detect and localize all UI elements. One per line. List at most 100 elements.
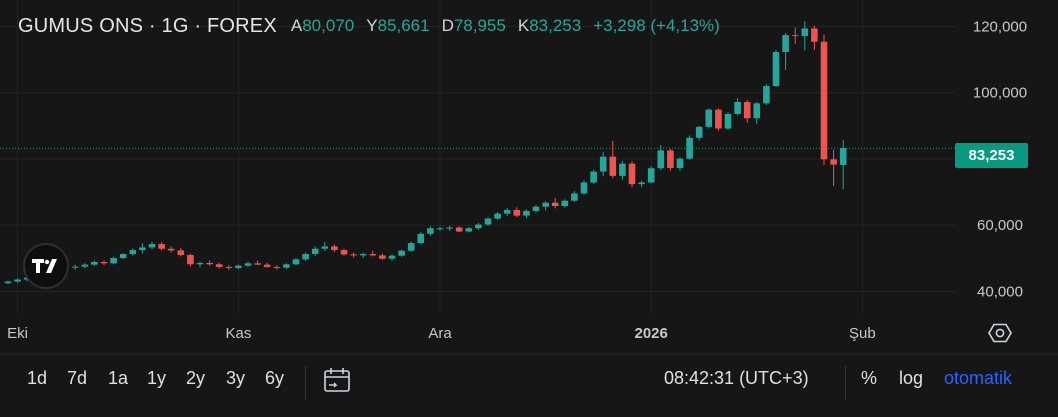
candle-body (196, 262, 204, 265)
candle-body (513, 209, 521, 216)
clock-time[interactable]: 08:42:31 (UTC+3) (664, 368, 809, 388)
candle-body (801, 28, 809, 37)
bottom-toolbar: 1d 7d 1a 1y 2y 3y 6y 08:42:31 (UTC+3) % … (0, 354, 1058, 412)
low-key: D (441, 16, 454, 35)
candle (705, 108, 713, 129)
candle (196, 261, 204, 267)
y-tick-label: 60,000 (977, 217, 1023, 234)
percent-toggle[interactable]: % (861, 368, 878, 388)
candle (753, 102, 761, 124)
range-1a-button[interactable]: 1a (108, 368, 129, 388)
tradingview-logo-icon[interactable] (23, 243, 69, 289)
candle-body (110, 258, 117, 264)
candle (91, 260, 98, 266)
candle (686, 135, 693, 160)
range-1y-button[interactable]: 1y (147, 368, 167, 388)
symbol-title[interactable]: GUMUS ONS · 1G · FOREX (18, 14, 277, 37)
candle (139, 243, 146, 254)
candle (263, 262, 271, 268)
ohlc-values: A80,070 Y85,661 D78,955 K83,253 +3,298 (… (291, 16, 720, 36)
range-6y-button[interactable]: 6y (265, 368, 285, 388)
candle-body (340, 250, 348, 255)
candle-body (158, 244, 165, 249)
candle (580, 180, 588, 195)
candle (455, 226, 463, 233)
candle (81, 263, 89, 269)
candle-body (532, 206, 540, 211)
candle (532, 205, 540, 213)
candle (177, 247, 185, 257)
candle-body (283, 264, 290, 268)
candle (292, 258, 300, 266)
candle (676, 156, 684, 171)
range-3y-button[interactable]: 3y (226, 368, 246, 388)
candle (695, 125, 703, 141)
candle (273, 265, 281, 270)
candle (743, 100, 751, 123)
candle (724, 112, 732, 130)
candle (513, 207, 521, 218)
candle-body (494, 213, 501, 219)
x-tick-label: Ara (428, 325, 452, 342)
log-toggle[interactable]: log (899, 368, 924, 388)
candle (571, 191, 578, 203)
candle-body (571, 193, 578, 201)
candle-body (148, 244, 156, 248)
candles (4, 21, 847, 285)
candle-body (455, 227, 463, 232)
candle-body (638, 182, 645, 185)
close-value: 83,253 (529, 16, 582, 35)
range-2y-button[interactable]: 2y (186, 368, 206, 388)
candle (619, 160, 626, 180)
range-1d-button[interactable]: 1d (27, 368, 48, 388)
candle (638, 180, 645, 188)
candle (331, 244, 338, 253)
date-range-icon[interactable] (322, 367, 352, 400)
candle-body (235, 265, 242, 268)
candle (244, 261, 252, 267)
candle (129, 248, 137, 256)
candle (283, 263, 290, 269)
last-price-label: 83,253 (955, 143, 1028, 168)
range-7d-button[interactable]: 7d (67, 368, 88, 388)
candle (158, 242, 165, 251)
x-tick-label: Kas (225, 325, 251, 342)
candle-body (427, 228, 434, 234)
high-value: 85,661 (377, 16, 430, 35)
candle (350, 252, 357, 258)
open-key: A (290, 16, 303, 35)
candle-body (667, 150, 674, 168)
candle-body (705, 109, 713, 127)
candle-body (407, 243, 415, 251)
candle (4, 280, 12, 285)
candle (820, 34, 828, 165)
candle-body (686, 137, 693, 159)
candle-body (830, 159, 837, 165)
candle (446, 225, 453, 231)
auto-scale-toggle[interactable]: otomatik (944, 368, 1013, 388)
candle (628, 161, 636, 188)
candle-body (715, 109, 722, 129)
candle-body (580, 182, 588, 194)
candle-body (206, 262, 213, 265)
candle-body (647, 168, 655, 183)
candle (340, 248, 348, 256)
candle (407, 241, 415, 253)
candle-body (187, 255, 194, 265)
change-value: +3,298 (+4,13%) (593, 16, 720, 35)
candle-body (695, 126, 703, 138)
candle (302, 252, 309, 261)
candle-body (523, 210, 530, 216)
candle-body (417, 233, 425, 244)
candle-body (331, 246, 338, 251)
y-tick-label: 120,000 (973, 18, 1027, 35)
candle (311, 246, 319, 257)
candle (484, 217, 492, 226)
settings-icon[interactable] (988, 321, 1012, 350)
candle (763, 84, 770, 105)
candle (148, 241, 156, 250)
candle-body (628, 163, 636, 185)
x-tick-label: 2026 (635, 325, 668, 342)
candle (830, 149, 837, 187)
